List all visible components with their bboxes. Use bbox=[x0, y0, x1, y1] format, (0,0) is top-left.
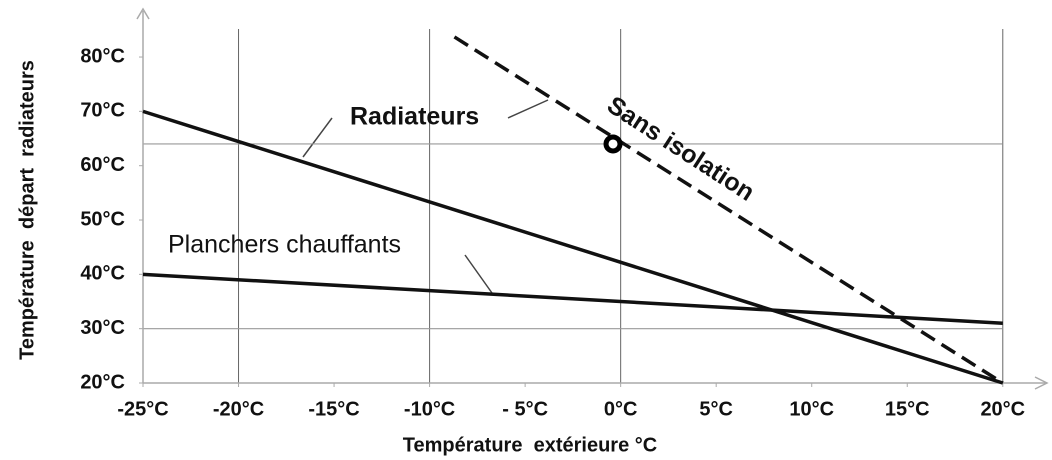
series-line bbox=[453, 35, 1004, 385]
x-tick-label: -10°C bbox=[404, 398, 455, 420]
series-label: Radiateurs bbox=[350, 103, 479, 131]
leader-line bbox=[302, 117, 333, 158]
x-tick-label: 10°C bbox=[789, 398, 834, 420]
x-tick-label: 15°C bbox=[885, 398, 930, 420]
x-tick-label: - 5°C bbox=[502, 398, 548, 420]
y-tick-label: 40°C bbox=[80, 263, 125, 285]
y-tick-label: 60°C bbox=[80, 154, 125, 176]
x-tick-label: 0°C bbox=[604, 398, 638, 420]
leader-line bbox=[464, 254, 493, 294]
y-tick-label: 80°C bbox=[80, 45, 125, 67]
y-tick-label: 20°C bbox=[80, 371, 125, 393]
x-tick-label: -15°C bbox=[308, 398, 359, 420]
y-axis-arrow bbox=[136, 7, 150, 20]
series-line bbox=[142, 272, 1003, 325]
y-axis-label: Température départ radiateurs bbox=[16, 60, 38, 360]
x-tick-label: -25°C bbox=[117, 398, 168, 420]
y-tick-label: 70°C bbox=[80, 100, 125, 122]
marker bbox=[603, 134, 623, 154]
x-tick-label: 20°C bbox=[980, 398, 1025, 420]
x-tick-label: -20°C bbox=[213, 398, 264, 420]
y-tick-label: 30°C bbox=[80, 317, 125, 339]
x-tick-label: 5°C bbox=[699, 398, 733, 420]
series-label: Sans isolation bbox=[602, 91, 759, 207]
series-label: Planchers chauffants bbox=[168, 231, 401, 259]
x-axis-label: Température extérieure °C bbox=[403, 434, 657, 456]
y-tick-label: 50°C bbox=[80, 208, 125, 230]
series-line bbox=[142, 109, 1004, 385]
x-axis-arrow bbox=[1034, 376, 1049, 390]
leader-line bbox=[507, 99, 549, 119]
